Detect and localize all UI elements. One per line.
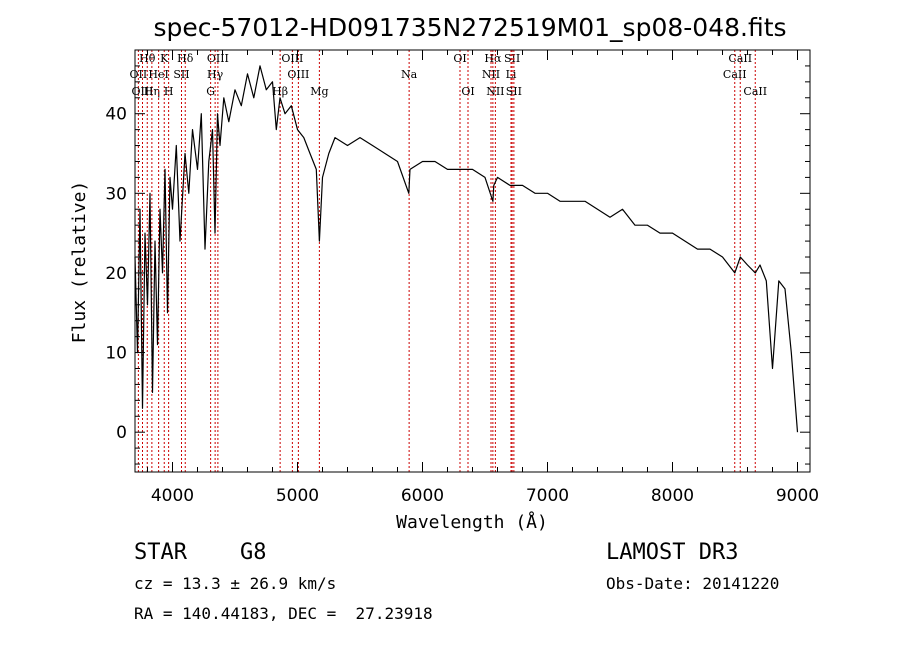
y-tick-label-0: 0	[116, 423, 127, 443]
line-label-5: K	[160, 52, 169, 65]
x-axis-label: Wavelength (Å)	[396, 511, 548, 533]
y-tick-label-3: 30	[105, 184, 127, 204]
line-label-12: OIII	[281, 52, 303, 65]
line-label-25: CaII	[728, 52, 752, 65]
x-tick-label-0: 4000	[151, 486, 194, 506]
spectrum-series-line	[134, 65, 799, 433]
line-label-3: Hη	[144, 85, 160, 98]
y-tick-label-1: 10	[105, 344, 127, 364]
line-label-16: Na	[401, 68, 418, 81]
line-label-24: SII	[506, 85, 522, 98]
line-label-21: NII	[486, 85, 504, 98]
x-tick-label-4: 8000	[651, 486, 694, 506]
x-tick-label-1: 5000	[276, 486, 319, 506]
object-subclass: G8	[240, 540, 267, 565]
survey-name: LAMOST DR3	[606, 540, 739, 565]
x-tick-label-2: 6000	[401, 486, 444, 506]
y-axis-label: Flux (relative)	[69, 181, 90, 344]
line-label-23: Li	[506, 68, 517, 81]
redshift-text: cz = 13.3 ± 26.9 km/s	[134, 574, 337, 593]
line-label-11: G	[206, 85, 215, 98]
line-label-19: Hα	[484, 52, 502, 65]
line-label-10: Hγ	[207, 68, 224, 81]
line-label-20: NII	[482, 68, 500, 81]
line-label-27: CaII	[743, 85, 767, 98]
line-label-15: Mg	[310, 85, 328, 98]
line-label-8: Hδ	[177, 52, 194, 65]
plot-frame	[134, 49, 811, 473]
line-label-2: OIII	[131, 85, 153, 98]
obs-date-text: Obs-Date: 20141220	[606, 574, 780, 593]
line-label-9: OIII	[207, 52, 229, 65]
line-label-4: HeI	[148, 68, 168, 81]
line-label-14: Hβ	[272, 85, 288, 98]
line-label-6: H	[164, 85, 174, 98]
line-label-7: SII	[173, 68, 189, 81]
y-tick-label-2: 20	[105, 264, 127, 284]
object-class: STAR	[134, 540, 187, 565]
y-tick-label-4: 40	[105, 105, 127, 125]
line-label-13: OIII	[287, 68, 309, 81]
line-label-17: OI	[453, 52, 466, 65]
line-label-22: SII	[504, 52, 520, 65]
x-tick-label-3: 7000	[526, 486, 569, 506]
coordinates-text: RA = 140.44183, DEC = 27.23918	[134, 604, 433, 623]
x-tick-label-5: 9000	[776, 486, 819, 506]
line-label-18: OI	[461, 85, 474, 98]
chart-title: spec-57012-HD091735N272519M01_sp08-048.f…	[153, 13, 786, 42]
line-label-26: CaII	[723, 68, 747, 81]
line-label-1: OII	[130, 68, 148, 81]
